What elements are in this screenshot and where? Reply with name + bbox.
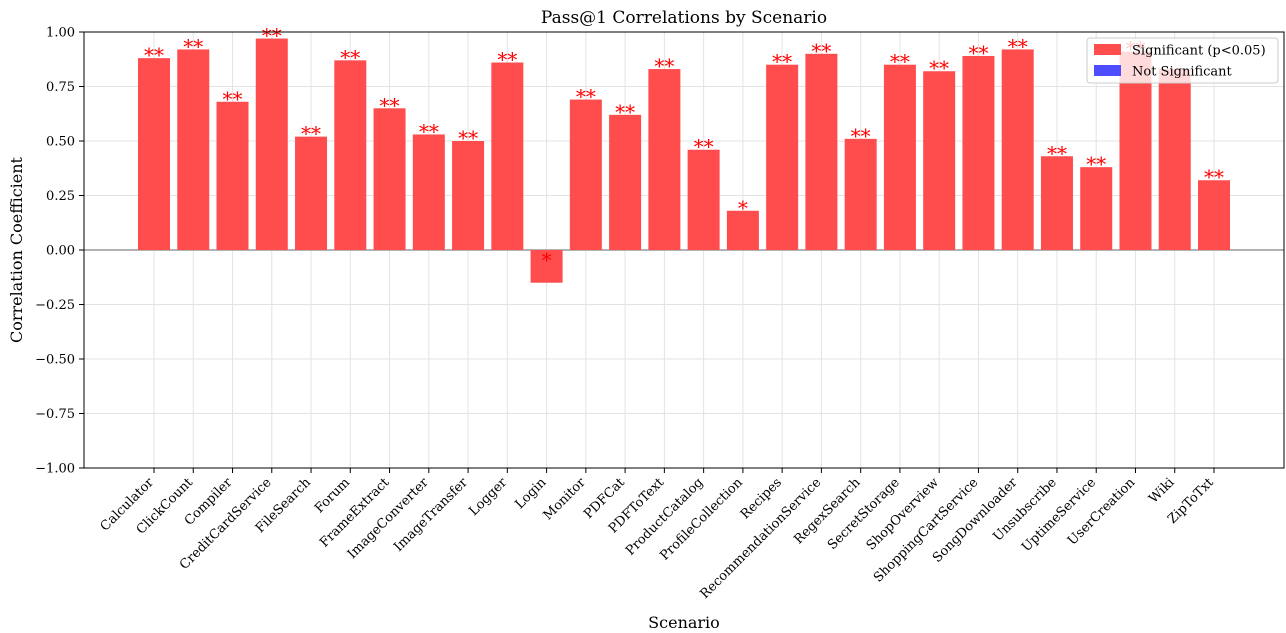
significance-marker: ** [772, 50, 792, 74]
significance-marker: ** [458, 126, 478, 150]
significance-marker: ** [1047, 141, 1067, 165]
y-tick-label: 0.50 [46, 135, 75, 150]
significance-marker: ** [340, 45, 360, 69]
y-tick-label: 0.75 [46, 80, 75, 95]
significance-marker: ** [576, 85, 596, 109]
bar-imagetransfer [452, 141, 485, 250]
x-tick-label: Wiki [1146, 475, 1177, 506]
bar-usercreation [1119, 51, 1152, 251]
x-axis-label: Scenario [648, 613, 720, 632]
y-tick-label: 0.00 [46, 244, 75, 259]
significance-marker: ** [144, 43, 164, 67]
legend: Significant (p<0.05) Not Significant [1086, 37, 1279, 84]
bar-pdftotext [648, 69, 681, 250]
legend-swatch-not-significant [1094, 65, 1121, 76]
bar-login [530, 250, 563, 283]
bar-shopoverview [923, 71, 956, 251]
bar-regexsearch [844, 138, 877, 250]
significance-marker: ** [301, 122, 321, 146]
bar-calculator [138, 58, 170, 250]
x-tick-label: FrameExtract [317, 475, 393, 551]
bar-clickcount [177, 49, 210, 250]
bar-monitor [569, 99, 602, 250]
significance-marker: ** [262, 24, 282, 48]
y-tick-label: 0.25 [46, 189, 75, 204]
bar-frameextract [373, 108, 406, 250]
significance-marker: ** [694, 135, 714, 159]
x-tick-label: UserCreation [1065, 475, 1139, 549]
x-tick-label: Login [512, 475, 549, 512]
significance-marker: ** [890, 50, 910, 74]
bar-secretstorage [883, 64, 916, 250]
bar-logger [491, 62, 524, 250]
significance-marker: ** [419, 119, 439, 143]
significance-marker: * [738, 196, 748, 220]
bar-unsubscribe [1040, 156, 1073, 250]
y-axis-ticks: −1.00 −0.75 −0.50 −0.25 0.00 0.25 0.50 0.75 1.00 [35, 26, 84, 477]
significance-marker: ** [497, 48, 517, 72]
bar-pdfcat [609, 114, 642, 250]
significance-marker: ** [654, 54, 674, 78]
bar-wiki [1158, 69, 1191, 250]
significance-marker: ** [1204, 165, 1224, 189]
significance-marker: * [542, 248, 552, 272]
bar-recipes [766, 64, 799, 250]
bar-uptimeservice [1080, 167, 1113, 250]
significance-marker: ** [1086, 152, 1106, 176]
bar-creditcardservice [255, 38, 288, 250]
x-axis-ticks: CalculatorClickCountCompilerCreditCardSe… [98, 468, 1217, 602]
bar-ziptotxt [1198, 180, 1230, 250]
bars [138, 38, 1230, 283]
bar-recommendationservice [805, 53, 838, 250]
legend-label-not-significant: Not Significant [1132, 65, 1233, 80]
x-tick-label: Logger [466, 475, 510, 519]
bar-productcatalog [687, 149, 720, 250]
bar-compiler [216, 101, 249, 250]
x-tick-label: Monitor [541, 475, 590, 524]
legend-label-significant: Significant (p<0.05) [1132, 44, 1266, 59]
significance-marker: ** [380, 93, 400, 117]
y-tick-label: −1.00 [35, 462, 75, 477]
bar-forum [334, 60, 367, 251]
x-tick-label: ImageTransfer [391, 475, 471, 555]
bar-imageconverter [412, 134, 445, 250]
bar-shoppingcartservice [962, 55, 995, 251]
chart-title: Pass@1 Correlations by Scenario [541, 8, 827, 28]
significance-marker: ** [811, 39, 831, 63]
y-tick-label: −0.75 [35, 407, 75, 422]
bar-filesearch [295, 136, 328, 250]
significance-marker: ** [223, 87, 243, 111]
significance-marker: ** [183, 34, 203, 58]
y-axis-label: Correlation Coefficient [7, 156, 26, 343]
y-tick-label: −0.50 [35, 353, 75, 368]
significance-marker: ** [1008, 34, 1028, 58]
legend-swatch-significant [1094, 44, 1121, 55]
significance-marker: ** [615, 100, 635, 124]
bar-songdownloader [1001, 49, 1034, 250]
y-tick-label: −0.25 [35, 298, 75, 313]
bar-profilecollection [726, 210, 759, 250]
significance-marker: ** [851, 124, 871, 148]
significance-marker: ** [929, 56, 949, 80]
significance-marker: ** [968, 41, 988, 65]
y-tick-label: 1.00 [46, 26, 75, 41]
legend-box [1086, 37, 1279, 84]
